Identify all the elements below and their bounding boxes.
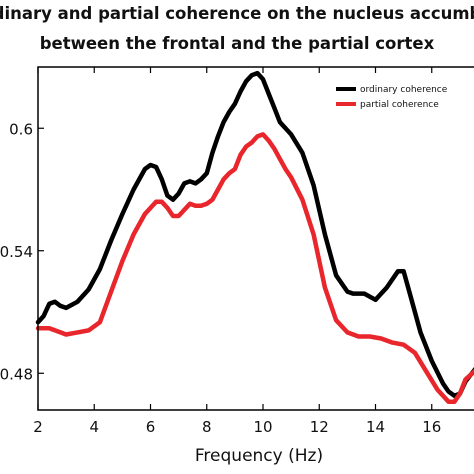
chart-subtitle: between the frontal and the partial cort… <box>40 34 435 53</box>
legend-label-ordinary-coherence: ordinary coherence <box>360 85 448 95</box>
x-tick-label: 10 <box>253 418 272 436</box>
legend-label-partial-coherence: partial coherence <box>360 100 439 110</box>
legend-box <box>334 79 474 113</box>
plot-area <box>35 70 474 405</box>
series-line-ordinary-coherence <box>35 70 474 398</box>
y-tick-label: 0.48 <box>0 365 33 383</box>
axis-layer: 246810121416180.480.540.6 <box>0 67 441 436</box>
x-tick-label: 2 <box>33 418 43 436</box>
series-line-partial-coherence <box>35 132 474 405</box>
y-tick-label: 0.6 <box>9 120 33 138</box>
x-tick-label: 6 <box>146 418 156 436</box>
y-tick-label: 0.54 <box>0 243 33 261</box>
chart-title: dinary and partial coherence on the nucl… <box>0 4 474 23</box>
x-axis-label: Frequency (Hz) <box>195 446 323 466</box>
x-tick-label: 14 <box>366 418 385 436</box>
x-tick-label: 4 <box>89 418 99 436</box>
legend: ordinary coherence partial coherence <box>334 79 474 113</box>
x-tick-label: 12 <box>310 418 329 436</box>
x-tick-label: 16 <box>422 418 441 436</box>
x-tick-label: 8 <box>202 418 212 436</box>
plot-frame <box>37 66 474 411</box>
